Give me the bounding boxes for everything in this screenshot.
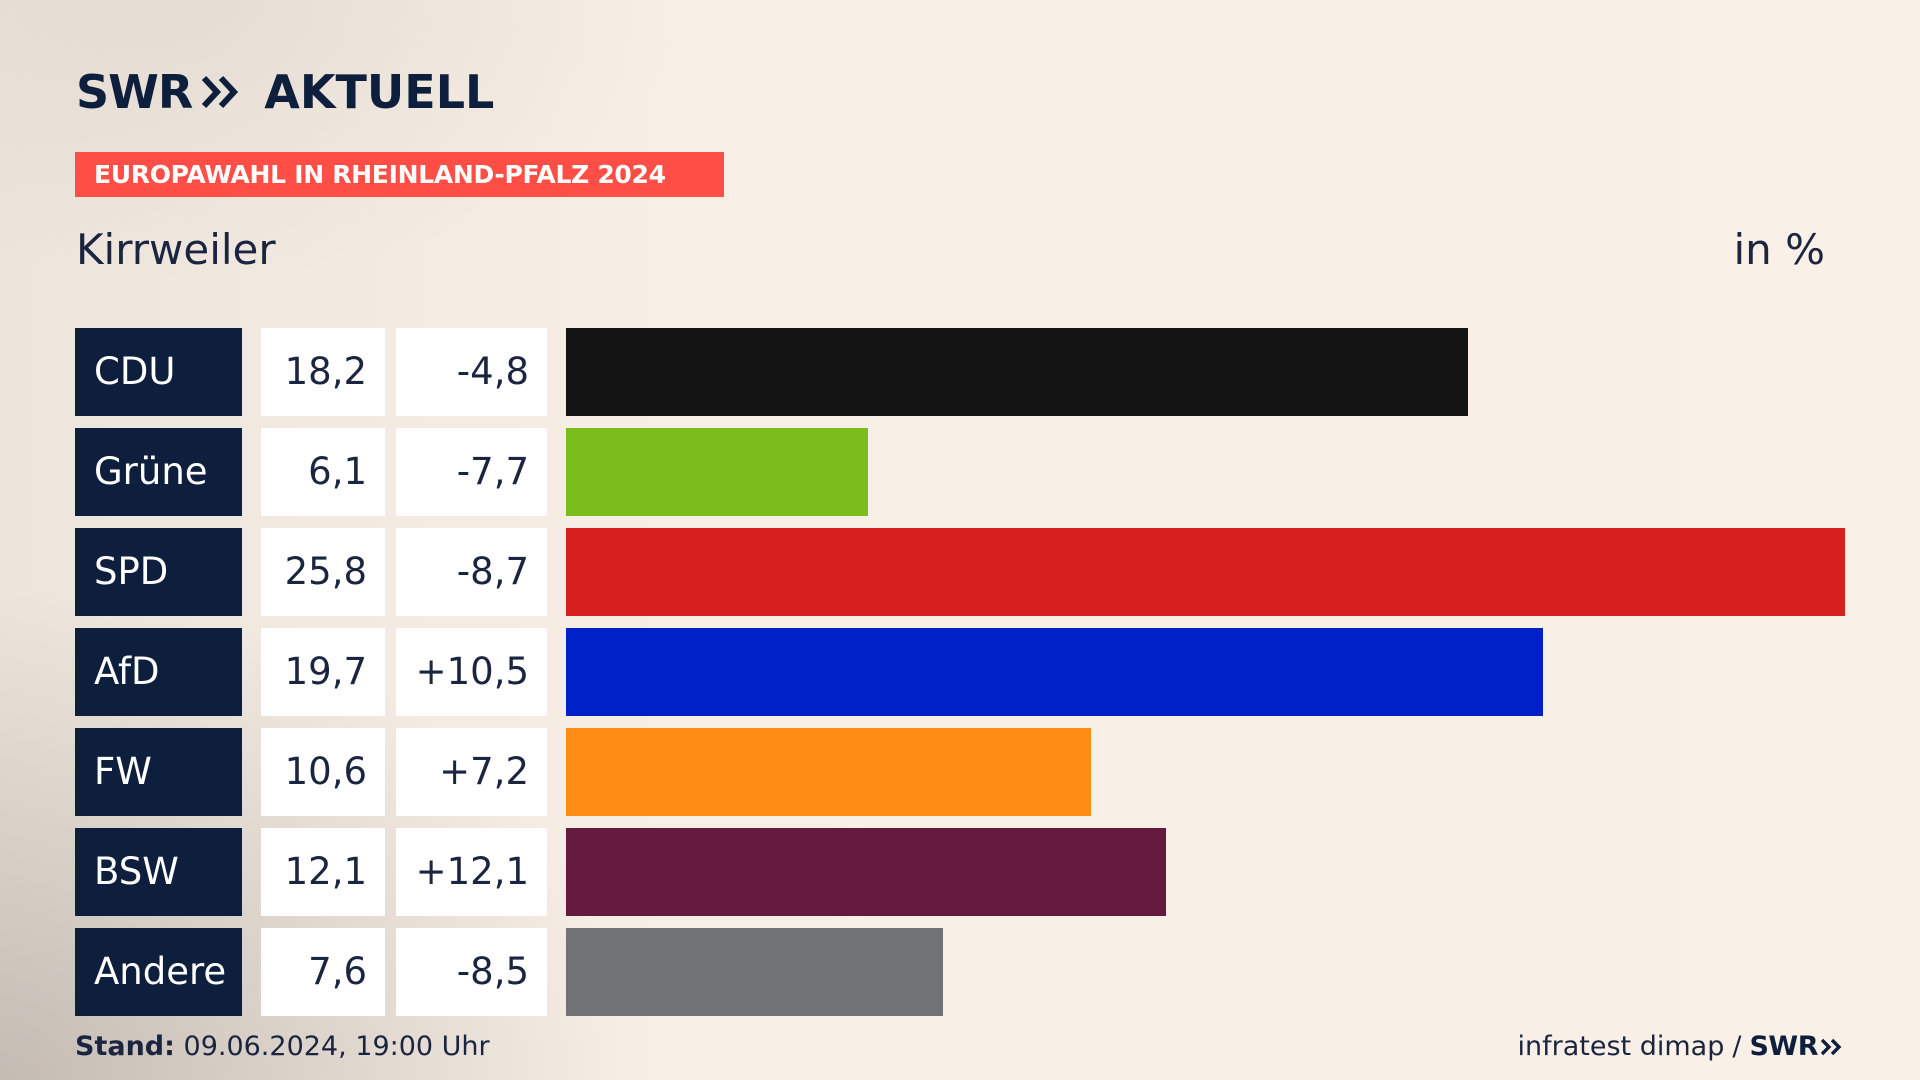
party-label: BSW	[75, 828, 242, 916]
election-banner: EUROPAWAHL IN RHEINLAND-PFALZ 2024	[75, 152, 724, 197]
party-label: Andere	[75, 928, 242, 1016]
change-value: -8,7	[396, 528, 547, 616]
bar-spd	[566, 528, 1845, 616]
vote-share-value: 10,6	[261, 728, 385, 816]
change-value: -7,7	[396, 428, 547, 516]
bar-fw	[566, 728, 1091, 816]
logo-swr-text: SWR	[76, 65, 193, 119]
source-name: infratest dimap	[1517, 1031, 1725, 1062]
timestamp: Stand: 09.06.2024, 19:00 Uhr	[75, 1030, 490, 1064]
change-value: -8,5	[396, 928, 547, 1016]
source-credit: infratest dimap / SWR	[1518, 1030, 1843, 1064]
party-label: Grüne	[75, 428, 242, 516]
party-label: FW	[75, 728, 242, 816]
swr-small-text: SWR	[1749, 1031, 1818, 1062]
vote-share-value: 12,1	[261, 828, 385, 916]
change-value: +12,1	[396, 828, 547, 916]
stand-value: 09.06.2024, 19:00 Uhr	[183, 1031, 490, 1062]
logo-aktuell-text: AKTUELL	[264, 65, 495, 119]
change-value: +10,5	[396, 628, 547, 716]
bar-gr-ne	[566, 428, 868, 516]
vote-share-value: 18,2	[261, 328, 385, 416]
vote-share-value: 19,7	[261, 628, 385, 716]
vote-share-value: 25,8	[261, 528, 385, 616]
change-value: -4,8	[396, 328, 547, 416]
party-label: CDU	[75, 328, 242, 416]
place-title: Kirrweiler	[76, 225, 276, 274]
vote-share-value: 6,1	[261, 428, 385, 516]
bar-cdu	[566, 328, 1468, 416]
bar-afd	[566, 628, 1543, 716]
stand-label: Stand:	[75, 1031, 175, 1062]
swr-aktuell-logo: SWR AKTUELL	[76, 65, 495, 119]
party-label: SPD	[75, 528, 242, 616]
change-value: +7,2	[396, 728, 547, 816]
source-separator: /	[1732, 1031, 1742, 1062]
small-double-chevron-icon	[1821, 1038, 1842, 1056]
party-label: AfD	[75, 628, 242, 716]
vote-share-value: 7,6	[261, 928, 385, 1016]
double-chevron-icon	[202, 75, 239, 109]
swr-small-logo: SWR	[1749, 1030, 1843, 1064]
bar-andere	[566, 928, 943, 1016]
bar-bsw	[566, 828, 1166, 916]
unit-label: in %	[1733, 225, 1825, 274]
